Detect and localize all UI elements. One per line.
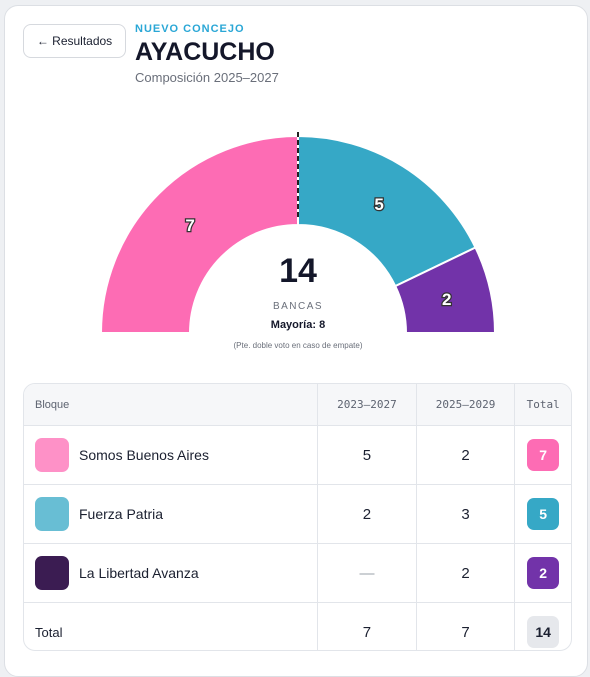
note: (Pte. doble voto en caso de empate)	[234, 341, 363, 350]
segment-label: 5	[374, 195, 383, 214]
cell-value: 5	[362, 446, 372, 464]
party-name: Fuerza Patria	[79, 506, 164, 522]
cell: Somos Buenos Aires	[24, 425, 318, 485]
total-badge: 7	[527, 439, 560, 471]
kicker: NUEVO CONCEJO	[135, 23, 245, 35]
cell: 3	[415, 484, 515, 544]
subtitle: Composición 2025–2027	[135, 70, 279, 85]
cell-value: 2	[461, 446, 470, 464]
page: {"back_button":"← Resultados", "header":…	[4, 5, 588, 677]
cell-value: 2	[362, 505, 372, 523]
party: La Libertad Avanza	[35, 556, 316, 590]
cell: 7	[317, 602, 417, 650]
table-row: Total 7 7 14	[24, 602, 571, 651]
cell: 2	[317, 484, 417, 544]
seat-segment	[393, 246, 497, 334]
cell: 7	[415, 602, 515, 650]
cell-value: Total	[35, 624, 63, 640]
cell-value: 7	[461, 623, 470, 641]
table-row: Fuerza Patria 2 3 5	[24, 484, 571, 544]
column-header: 2025–2029	[415, 384, 515, 426]
title: AYACUCHO	[135, 38, 275, 66]
back-button[interactable]: ← Resultados	[23, 24, 126, 58]
cell: —	[317, 543, 417, 603]
center-label: BANCAS	[273, 301, 323, 312]
cell: 2	[415, 543, 515, 603]
seat-table: Bloque 2023–2027 2025–2029 Total Somos Bueno…	[24, 384, 571, 651]
seat-segment	[99, 134, 299, 334]
center-value: 14	[279, 252, 317, 290]
total-badge: 5	[527, 498, 560, 530]
majority: Mayoría: 8	[271, 319, 325, 331]
table: Bloque 2023–2027 2025–2029 Total Somos Bueno…	[23, 383, 572, 651]
party-logo	[35, 497, 69, 531]
cell-value: —	[359, 564, 375, 582]
column-header: Total	[514, 384, 571, 426]
cell: 5	[514, 484, 571, 544]
column-header: 2023–2027	[317, 384, 417, 426]
cell: 5	[317, 425, 417, 485]
party: Fuerza Patria	[35, 497, 316, 531]
cell: 2	[514, 543, 571, 603]
cell: Total	[24, 603, 318, 651]
seat-segment	[297, 134, 477, 288]
cell: 2	[415, 425, 515, 485]
total-badge: 2	[527, 557, 560, 589]
segment-label: 7	[185, 216, 194, 235]
cell: 14	[514, 602, 571, 650]
table-row: Somos Buenos Aires 5 2 7	[24, 425, 571, 485]
cell-value: 7	[362, 623, 372, 641]
cell: 7	[514, 425, 571, 485]
table-row: La Libertad Avanza — 2 2	[24, 543, 571, 603]
party-name: Somos Buenos Aires	[79, 447, 209, 463]
cell: Fuerza Patria	[24, 484, 318, 544]
cell-value: 2	[461, 564, 470, 582]
party-logo	[35, 438, 69, 472]
cell-value: 3	[461, 505, 470, 523]
cell: La Libertad Avanza	[24, 543, 318, 603]
party: Somos Buenos Aires	[35, 438, 316, 472]
party-logo	[35, 556, 69, 590]
total-badge: 14	[527, 616, 560, 648]
segment-label: 2	[442, 290, 451, 309]
party-name: La Libertad Avanza	[79, 565, 199, 581]
chart: 14 BANCAS Mayoría: 8 (Pte. doble voto en…	[99, 132, 497, 350]
column-header: Bloque	[24, 384, 318, 426]
